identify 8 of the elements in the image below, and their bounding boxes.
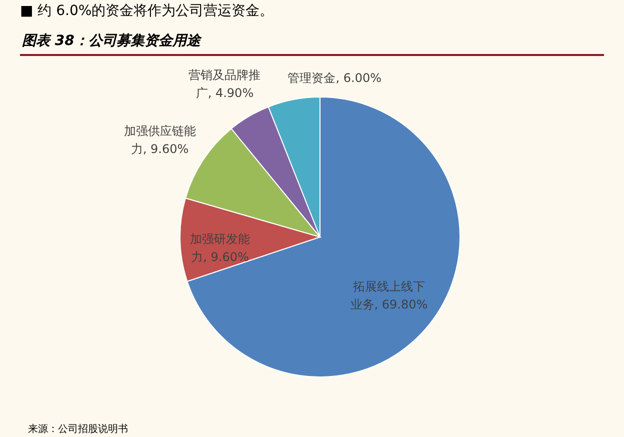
source-note: 来源：公司招股说明书: [28, 422, 128, 436]
text: ■ 约 6.0%的资金将作为公司营运资金。: [20, 2, 274, 20]
slice-label: 营销及品牌推广, 4.90%: [188, 68, 261, 100]
chart-title: 图表 38：公司募集资金用途: [22, 32, 200, 50]
slice-label: 加强研发能力, 9.60%: [190, 232, 250, 264]
slice-label: 加强供应链能力, 9.60%: [124, 124, 196, 156]
slice-label: 管理资金, 6.00%: [288, 70, 382, 85]
slice-label: 拓展线上线下业务, 69.80%: [350, 280, 428, 312]
